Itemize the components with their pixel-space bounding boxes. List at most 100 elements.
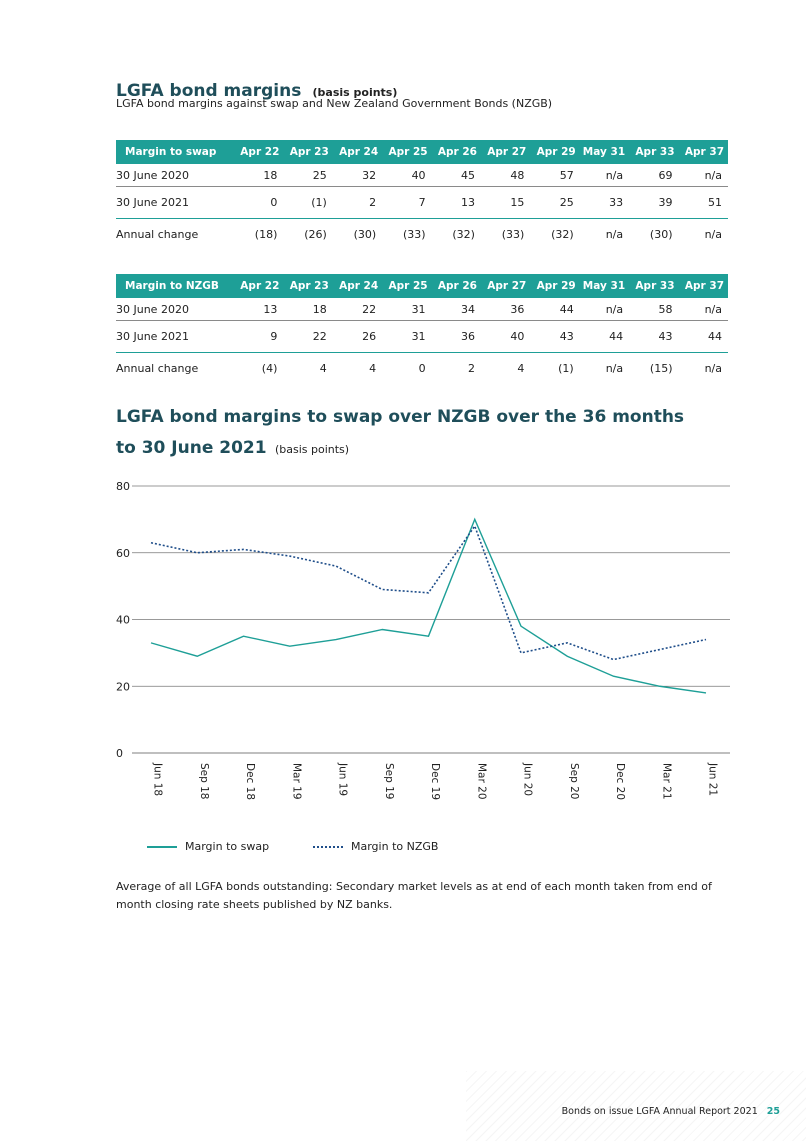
row-label: Annual change xyxy=(116,361,199,375)
chart-title-line2: to 30 June 2021 xyxy=(116,438,267,458)
table-cell: 25 xyxy=(283,164,333,187)
legend-label-margin-to-nzgb: Margin to NZGB xyxy=(351,840,439,853)
x-tick-label: Sep 18 xyxy=(198,763,210,800)
table-cell: n/a xyxy=(704,361,722,375)
table-cell: 18 xyxy=(234,164,284,187)
table-cell: 26 xyxy=(332,320,383,353)
table-cell: 4 xyxy=(319,361,327,375)
table-cell: 4 xyxy=(369,361,377,375)
table-header-cell: Apr 24 xyxy=(332,274,383,298)
y-tick-label: 20 xyxy=(116,680,130,693)
table-cell: 44 xyxy=(678,320,728,353)
table-cell: (18) xyxy=(254,227,278,241)
row-label: 30 June 2021 xyxy=(116,320,234,353)
table-row: 30 June 2020 13 18 22 31 34 36 44 n/a 58 n/a xyxy=(116,298,728,321)
table-cell: 40 xyxy=(480,320,531,353)
x-tick-label: Jun 19 xyxy=(337,762,349,796)
table-header-cell: Apr 22 xyxy=(234,274,284,298)
table-header-row: Margin to swap Apr 22 Apr 23 Apr 24 Apr 25 Ap… xyxy=(116,140,728,164)
table-header-cell: May 31 xyxy=(579,274,630,298)
table-header-cell: Apr 27 xyxy=(480,140,531,164)
table-cell: 45 xyxy=(431,164,481,187)
table-cell: 40 xyxy=(382,164,432,187)
table-cell: n/a xyxy=(704,227,722,241)
chart-title: LGFA bond margins to swap over NZGB over… xyxy=(116,400,684,464)
series-line-margin-to-swap xyxy=(150,517,707,694)
table-cell: (26) xyxy=(304,227,327,241)
table-header-cell: May 31 xyxy=(579,140,630,164)
table-cell: 33 xyxy=(579,186,630,219)
legend-item-margin-to-swap: Margin to swap xyxy=(147,840,269,853)
table-cell: 44 xyxy=(530,298,580,321)
table-cell: (1) xyxy=(283,186,333,219)
table-cell: (30) xyxy=(353,227,377,241)
page-number: 25 xyxy=(766,1106,780,1117)
chart-title-suffix: (basis points) xyxy=(274,443,350,456)
chart-footnote: Average of all LGFA bonds outstanding: S… xyxy=(116,880,712,911)
table-cell: 0 xyxy=(418,361,426,375)
table-header-cell: Apr 22 xyxy=(234,140,284,164)
row-label: 30 June 2020 xyxy=(116,164,234,187)
table-cell: 32 xyxy=(332,164,383,187)
table-row: 30 June 2021 9 22 26 31 36 40 43 44 43 44 xyxy=(116,320,728,353)
table-header-cell: Apr 23 xyxy=(283,274,333,298)
table-cell: (32) xyxy=(551,227,574,241)
section-title-suffix: (basis points) xyxy=(312,86,398,99)
table-cell: 51 xyxy=(678,186,728,219)
decorative-hatch-pattern xyxy=(466,1071,806,1141)
table-header-cell: Apr 29 xyxy=(530,140,580,164)
x-tick-label: Jun 20 xyxy=(522,762,534,796)
table-cell: 44 xyxy=(579,320,630,353)
table-cell: 31 xyxy=(382,320,432,353)
table-cell: 22 xyxy=(283,320,333,353)
table-cell: n/a xyxy=(678,298,728,321)
table-row: 30 June 2021 0 (1) 2 7 13 15 25 33 39 51 xyxy=(116,186,728,219)
row-label: 30 June 2021 xyxy=(116,186,234,219)
x-tick-label: Mar 21 xyxy=(660,763,672,800)
legend-swatch-dotted xyxy=(313,845,343,848)
table-cell: 43 xyxy=(629,320,679,353)
table-header-cell: Apr 25 xyxy=(382,140,432,164)
table-cell: (32) xyxy=(452,227,475,241)
section-title: LGFA bond margins (basis points) xyxy=(116,66,397,104)
table-cell: (30) xyxy=(649,227,673,241)
table-cell: (33) xyxy=(402,227,426,241)
x-tick-label: Dec 20 xyxy=(614,763,626,800)
table-cell: n/a xyxy=(579,164,630,187)
table-header-cell: Apr 33 xyxy=(629,274,679,298)
x-tick-label: Mar 19 xyxy=(290,763,302,800)
table-cell: (1) xyxy=(558,361,574,375)
table-cell: 13 xyxy=(234,298,284,321)
y-tick-label: 60 xyxy=(116,547,130,560)
table-cell: 69 xyxy=(629,164,679,187)
x-tick-label: Sep 20 xyxy=(568,763,580,800)
table-row: 30 June 2020 18 25 32 40 45 48 57 n/a 69 n/a xyxy=(116,164,728,187)
table-cell: 13 xyxy=(431,186,481,219)
table-cell: 22 xyxy=(332,298,383,321)
table-cell: 57 xyxy=(530,164,580,187)
footer-text: Bonds on issue LGFA Annual Report 2021 xyxy=(561,1106,758,1117)
line-chart: 0 20 40 60 80 Jun 18 Sep 18 Dec 18 Mar 19 Jun 19 S… xyxy=(116,480,730,800)
table-row: Annual change (18) (26) (30) (33) (32) (33) (32… xyxy=(116,219,728,250)
table-header-cell: Apr 26 xyxy=(431,274,481,298)
y-tick-label: 0 xyxy=(116,747,123,760)
table-header-cell: Apr 24 xyxy=(332,140,383,164)
table-header-cell: Apr 37 xyxy=(678,274,728,298)
table-cell: 15 xyxy=(480,186,531,219)
margin-to-nzgb-table: Margin to NZGB Apr 22 Apr 23 Apr 24 Apr 25 Ap… xyxy=(116,274,728,383)
table-header-cell: Apr 23 xyxy=(283,140,333,164)
table-header-row: Margin to NZGB Apr 22 Apr 23 Apr 24 Apr 25 Ap… xyxy=(116,274,728,298)
table-cell: 48 xyxy=(480,164,531,187)
table-cell: 39 xyxy=(629,186,679,219)
y-tick-label: 80 xyxy=(116,480,130,493)
legend-label-margin-to-swap: Margin to swap xyxy=(185,840,270,853)
table-cell: 36 xyxy=(480,298,531,321)
table-cell: 4 xyxy=(517,361,525,375)
row-label: Annual change xyxy=(116,227,199,241)
x-tick-label: Dec 19 xyxy=(429,763,441,800)
section-title-main: LGFA bond margins xyxy=(116,81,302,101)
row-label: 30 June 2020 xyxy=(116,298,234,321)
table-cell: n/a xyxy=(678,164,728,187)
table-cell: 0 xyxy=(234,186,284,219)
table-cell: 36 xyxy=(431,320,481,353)
